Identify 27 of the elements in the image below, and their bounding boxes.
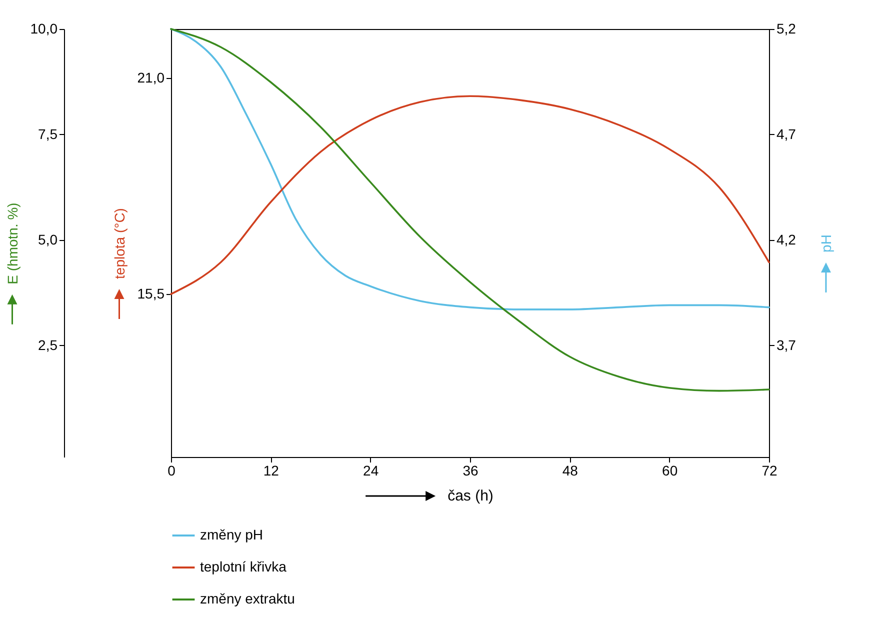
y2-tick-label: 5,2 <box>776 20 796 36</box>
y2-tick-label: 4,2 <box>776 231 796 248</box>
y-tick-label: 2,5 <box>38 336 58 353</box>
line-series <box>170 28 770 310</box>
y3-axis-title: teplota (°C) <box>111 208 128 279</box>
x-tick-label: 72 <box>762 462 778 478</box>
legend-label: změny pH <box>200 526 264 542</box>
y3-tick-label: 15,5 <box>137 286 165 302</box>
y-tick-label: 7,5 <box>38 126 58 142</box>
line-series <box>170 28 770 392</box>
x-tick-label: 24 <box>363 462 379 478</box>
legend-label: změny extraktu <box>200 590 295 606</box>
line-series <box>170 95 770 295</box>
y2-tick-label: 3,7 <box>776 336 796 353</box>
x-tick-label: 36 <box>462 462 478 478</box>
legend-label: teplotní křivka <box>200 558 287 574</box>
x-axis-title: čas (h) <box>448 488 494 504</box>
y-tick-label: 5,0 <box>38 231 58 248</box>
y2-axis-title: pH <box>818 234 834 252</box>
x-tick-label: 48 <box>562 462 578 478</box>
x-tick-label: 12 <box>263 462 280 478</box>
y3-tick-label: 21,0 <box>137 70 165 86</box>
x-tick-label: 60 <box>662 462 678 478</box>
y-tick-label: 10,0 <box>30 20 58 36</box>
y-axis-title: E (hmotn. %) <box>4 202 20 284</box>
y2-tick-label: 4,7 <box>776 126 796 142</box>
x-tick-label: 0 <box>168 462 176 478</box>
